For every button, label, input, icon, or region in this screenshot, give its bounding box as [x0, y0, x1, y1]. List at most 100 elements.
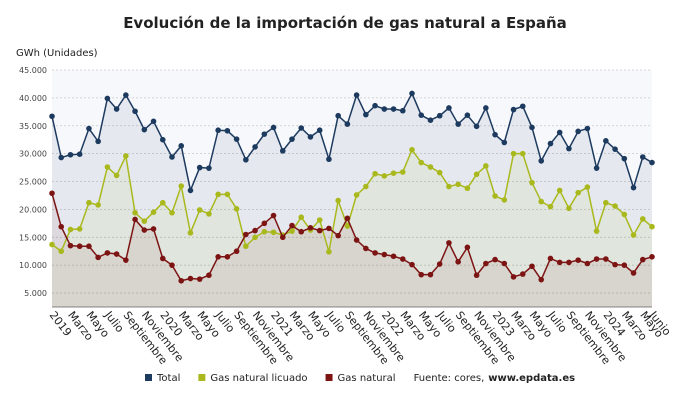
data-point [427, 117, 434, 123]
data-point [547, 203, 554, 210]
data-point [519, 150, 526, 157]
data-point [132, 216, 138, 223]
data-point [298, 228, 305, 235]
data-point [399, 107, 406, 114]
data-point [344, 223, 351, 229]
data-point [261, 220, 268, 227]
data-point [455, 259, 461, 265]
data-point [510, 274, 517, 280]
data-point [427, 271, 434, 278]
data-point [113, 106, 120, 112]
y-tick-label: 25.000 [19, 178, 47, 187]
data-point [353, 237, 360, 243]
data-point [455, 181, 461, 188]
data-point [289, 222, 295, 229]
data-point [621, 262, 628, 268]
data-point [529, 179, 535, 186]
data-point [639, 154, 646, 160]
data-point [519, 103, 526, 110]
data-point [76, 226, 83, 232]
data-point [483, 105, 489, 111]
data-point [58, 248, 65, 255]
data-point [95, 138, 101, 145]
data-point [363, 183, 369, 190]
data-point [150, 226, 157, 232]
data-point [381, 173, 388, 179]
data-point [593, 228, 600, 234]
data-point [566, 145, 572, 152]
data-point [464, 244, 471, 251]
y-tick-label: 40.000 [19, 94, 47, 103]
data-point [519, 271, 526, 277]
data-point [196, 207, 203, 213]
data-point [316, 217, 323, 223]
data-point [621, 155, 628, 162]
data-point [538, 158, 545, 164]
data-point [353, 192, 360, 198]
data-point [446, 240, 452, 246]
data-point [575, 257, 581, 263]
data-point [86, 243, 92, 250]
data-point [649, 254, 655, 260]
data-point [436, 261, 443, 267]
data-point [178, 143, 185, 149]
data-point [621, 211, 628, 218]
data-point [390, 170, 397, 176]
data-point [224, 191, 231, 198]
data-point [399, 256, 406, 262]
data-point [252, 227, 258, 234]
data-point [49, 241, 55, 248]
data-point [196, 276, 203, 282]
data-point [409, 261, 415, 268]
data-point [566, 259, 572, 266]
y-tick-label: 5.000 [24, 289, 47, 298]
data-point [538, 198, 545, 205]
data-point [612, 146, 618, 152]
data-point [418, 271, 425, 278]
data-point [187, 230, 194, 236]
data-point [473, 272, 480, 279]
data-point [547, 255, 554, 262]
data-point [649, 159, 655, 166]
chart-title: Evolución de la importación de gas natur… [123, 14, 567, 32]
data-point [233, 248, 240, 255]
data-point [639, 216, 646, 222]
data-point [381, 106, 388, 112]
data-point [86, 199, 92, 206]
data-point [390, 253, 397, 260]
data-point [510, 106, 517, 113]
data-point [326, 225, 332, 232]
data-point [270, 229, 277, 236]
legend-swatch [325, 374, 333, 381]
data-point [289, 136, 295, 142]
data-point [132, 108, 138, 115]
data-point [344, 121, 351, 127]
data-point [159, 199, 166, 206]
data-point [344, 215, 351, 222]
legend-label: Gas natural [338, 373, 396, 384]
data-point [178, 183, 185, 189]
data-point [169, 209, 175, 216]
data-point [67, 242, 74, 249]
y-tick-label: 35.000 [19, 122, 47, 131]
data-point [150, 209, 157, 215]
source-site: www.epdata.es [488, 373, 575, 384]
data-point [529, 263, 535, 270]
data-point [363, 111, 369, 118]
data-point [612, 261, 618, 268]
data-point [436, 169, 443, 176]
data-point [510, 150, 517, 157]
data-point [335, 197, 341, 204]
data-point [76, 243, 83, 250]
data-point [150, 118, 157, 125]
legend-swatch [145, 374, 152, 381]
data-point [243, 231, 249, 238]
data-point [270, 124, 277, 131]
data-point [436, 112, 443, 119]
data-point [603, 199, 609, 206]
data-point [529, 124, 535, 131]
data-point [575, 189, 581, 196]
data-point [464, 185, 471, 192]
data-point [169, 154, 175, 160]
data-point [215, 127, 221, 134]
